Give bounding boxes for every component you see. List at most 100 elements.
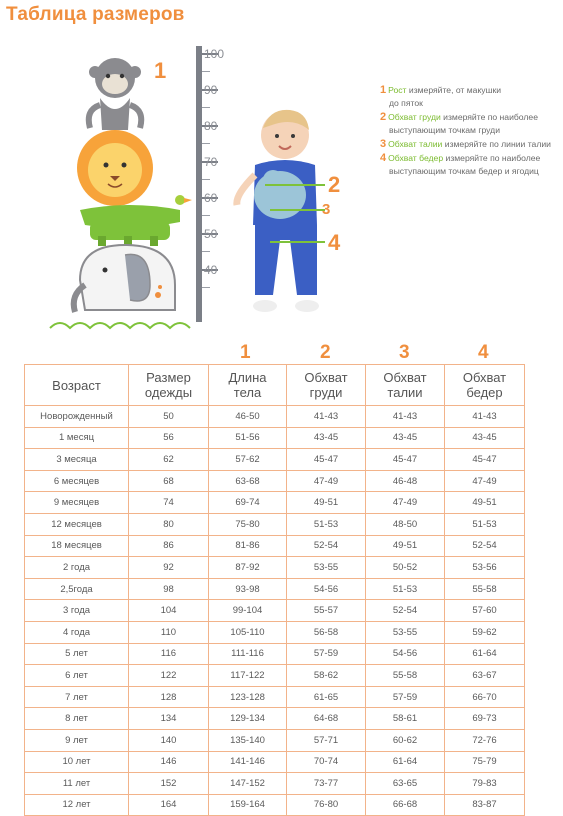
table-cell: 6 лет xyxy=(24,664,129,687)
table-cell: 57-62 xyxy=(208,448,287,471)
table-cell: 41-43 xyxy=(365,405,445,428)
table-cell: 61-65 xyxy=(286,685,366,709)
table-cell: 117-122 xyxy=(208,664,287,687)
ruler-tick xyxy=(202,125,218,127)
column-header-hips: Обхват бедер xyxy=(444,364,525,406)
height-step-number: 1 xyxy=(154,58,167,83)
table-cell: 54-56 xyxy=(286,577,366,601)
table-cell: 50-52 xyxy=(365,556,445,579)
ruler-tick xyxy=(202,53,218,55)
column-number: 4 xyxy=(478,342,489,363)
table-cell: 164 xyxy=(128,793,209,816)
table-cell: 46-48 xyxy=(365,469,445,493)
table-cell: 53-55 xyxy=(365,620,445,644)
table-cell: 57-60 xyxy=(444,599,525,622)
table-cell: 72-76 xyxy=(444,728,525,752)
table-cell: 55-58 xyxy=(444,577,525,601)
table-row: 6 лет 122 117-122 58-62 55-58 63-67 xyxy=(24,664,525,687)
height-ruler xyxy=(196,46,202,322)
table-cell: 75-80 xyxy=(208,512,287,536)
table-cell: 5 лет xyxy=(24,642,129,666)
table-cell: 55-57 xyxy=(286,599,366,622)
table-cell: 105-110 xyxy=(208,620,287,644)
table-cell: 60-62 xyxy=(365,728,445,752)
table-cell: 3 месяца xyxy=(24,448,129,471)
table-cell: 3 года xyxy=(24,599,129,622)
table-cell: 76-80 xyxy=(286,793,366,816)
legend-item: 4 Обхват бедер измеряйте по наиболее выст… xyxy=(380,152,541,176)
table-header-row: Возраст Размер одежды Длина тела Обхват гру… xyxy=(24,364,525,406)
table-row: 2 года 92 87-92 53-55 50-52 53-56 xyxy=(24,556,525,579)
table-cell: 152 xyxy=(128,772,209,795)
table-cell: 47-49 xyxy=(365,491,445,514)
table-cell: 51-56 xyxy=(208,426,287,450)
table-cell: 52-54 xyxy=(444,534,525,558)
ruler-label: 60 xyxy=(204,191,218,205)
table-cell: 51-53 xyxy=(365,577,445,601)
table-cell: 99-104 xyxy=(208,599,287,622)
crocodile-figure xyxy=(80,195,192,246)
table-cell: 58-61 xyxy=(365,707,445,730)
table-cell: 159-164 xyxy=(208,793,287,816)
table-cell: 48-50 xyxy=(365,512,445,536)
table-cell: 2,5года xyxy=(24,577,129,601)
table-cell: 74 xyxy=(128,491,209,514)
table-cell: 10 лет xyxy=(24,750,129,774)
column-header-age: Возраст xyxy=(24,364,129,406)
table-row: 3 года 104 99-104 55-57 52-54 57-60 xyxy=(24,599,525,622)
table-cell: 141-146 xyxy=(208,750,287,774)
table-cell: 47-49 xyxy=(286,469,366,493)
table-row: 5 лет 116 111-116 57-59 54-56 61-64 xyxy=(24,642,525,666)
table-cell: 62 xyxy=(128,448,209,471)
ruler-label: 80 xyxy=(204,119,218,133)
table-cell: 69-73 xyxy=(444,707,525,730)
table-cell: 93-98 xyxy=(208,577,287,601)
animals-illustration xyxy=(49,58,192,330)
table-cell: 140 xyxy=(128,728,209,752)
table-cell: 57-59 xyxy=(286,642,366,666)
table-cell: 12 месяцев xyxy=(24,512,129,536)
column-number: 1 xyxy=(240,342,251,363)
table-cell: 43-45 xyxy=(365,426,445,450)
table-cell: 43-45 xyxy=(444,426,525,450)
table-cell: 51-53 xyxy=(286,512,366,536)
table-cell: 4 года xyxy=(24,620,129,644)
table-cell: 55-58 xyxy=(365,664,445,687)
table-cell: 66-68 xyxy=(365,793,445,816)
ruler-tick xyxy=(202,89,218,91)
column-header-length: Длина тела xyxy=(208,364,287,406)
table-cell: 63-67 xyxy=(444,664,525,687)
table-cell: 123-128 xyxy=(208,685,287,709)
column-number: 2 xyxy=(320,342,331,363)
legend-item: 2 Обхват груди измеряйте по наиболее выст… xyxy=(380,111,538,135)
table-cell: 98 xyxy=(128,577,209,601)
ruler-label: 40 xyxy=(204,263,218,277)
baby-photo xyxy=(233,109,325,312)
hips-step-number: 4 xyxy=(328,230,341,255)
measurement-legend: 1 Рост измеряйте, от макушки до пяток 2 Об… xyxy=(380,84,560,179)
table-cell: 41-43 xyxy=(286,405,366,428)
table-cell: 66-70 xyxy=(444,685,525,709)
table-cell: 56 xyxy=(128,426,209,450)
ruler-tick xyxy=(202,161,218,163)
table-cell: 146 xyxy=(128,750,209,774)
table-cell: 2 года xyxy=(24,556,129,579)
elephant-figure xyxy=(70,243,176,313)
ruler-label: 70 xyxy=(204,155,218,169)
table-cell: 11 лет xyxy=(24,772,129,795)
ruler-tick xyxy=(202,269,218,271)
table-cell: 86 xyxy=(128,534,209,558)
table-cell: 80 xyxy=(128,512,209,536)
table-cell: 69-74 xyxy=(208,491,287,514)
column-number: 3 xyxy=(399,342,410,363)
table-cell: 47-49 xyxy=(444,469,525,493)
table-cell: 110 xyxy=(128,620,209,644)
legend-item: 3 Обхват талии измеряйте по линии талии xyxy=(380,138,551,150)
table-cell: 57-59 xyxy=(365,685,445,709)
table-cell: 12 лет xyxy=(24,793,129,816)
table-cell: 68 xyxy=(128,469,209,493)
ruler-label: 90 xyxy=(204,83,218,97)
monkey-figure xyxy=(85,58,145,130)
table-cell: 18 месяцев xyxy=(24,534,129,558)
table-cell: 6 месяцев xyxy=(24,469,129,493)
